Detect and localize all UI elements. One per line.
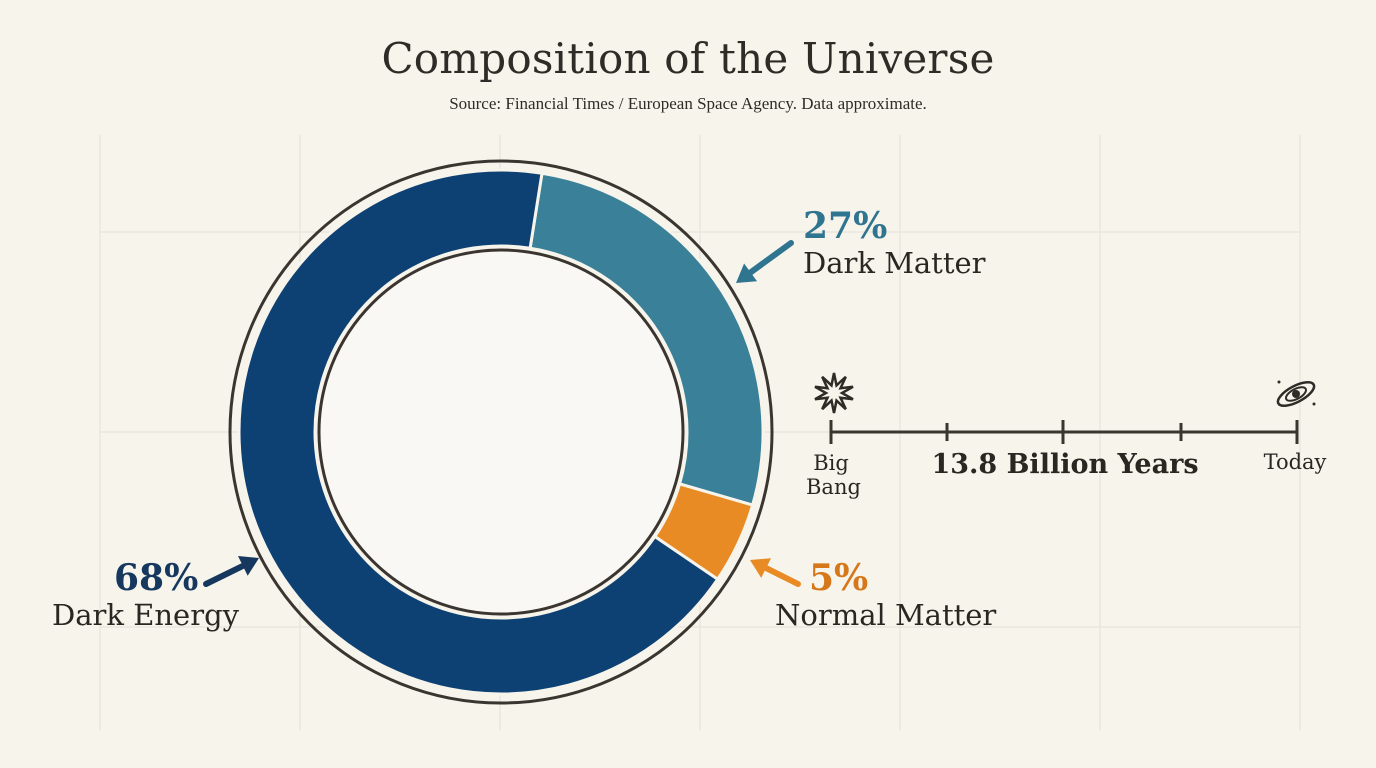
chart-title: Composition of the Universe: [381, 34, 995, 83]
slice-dark-matter: [528, 171, 765, 507]
normal-matter-arrow: [750, 558, 801, 587]
timeline-start-label: Big Bang: [806, 451, 861, 499]
normal-matter-value: 5%: [809, 557, 869, 599]
donut-inner-ring: [317, 248, 685, 616]
slice-dark-energy: [237, 168, 720, 696]
label-dark-matter: 27% Dark Matter: [803, 206, 986, 280]
chart-subtitle: Source: Financial Times / European Space…: [449, 94, 927, 113]
label-dark-energy: 68% Dark Energy: [52, 558, 239, 632]
dark-matter-value: 27%: [803, 205, 888, 247]
dark-energy-name: Dark Energy: [52, 598, 240, 632]
label-normal-matter: 5% Normal Matter: [775, 558, 996, 632]
dark-energy-arrow: [203, 556, 259, 587]
dark-energy-value: 68%: [114, 557, 199, 599]
timeline-duration-label: 13.8 Billion Years: [931, 449, 1199, 480]
normal-matter-name: Normal Matter: [775, 598, 997, 632]
dark-matter-arrow: [736, 240, 794, 283]
timeline-end-label: Today: [1263, 450, 1327, 474]
explosion-icon: [814, 372, 854, 414]
dark-matter-name: Dark Matter: [803, 246, 986, 280]
donut-outer-ring: [228, 159, 774, 705]
galaxy-icon: [1276, 380, 1316, 407]
